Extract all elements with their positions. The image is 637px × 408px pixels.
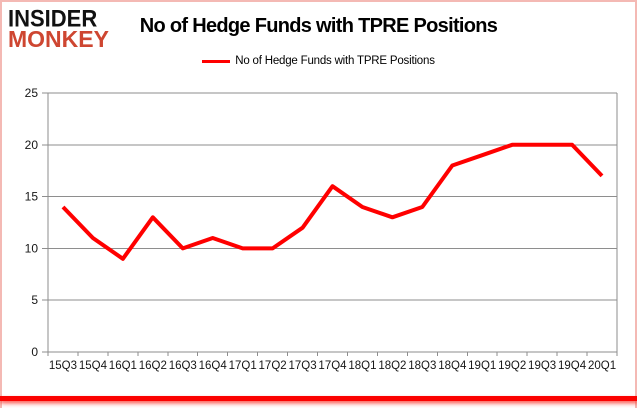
svg-text:0: 0 (31, 345, 38, 359)
svg-text:17Q4: 17Q4 (318, 360, 347, 372)
svg-text:16Q2: 16Q2 (139, 360, 167, 372)
svg-text:18Q2: 18Q2 (378, 360, 406, 372)
svg-text:19Q2: 19Q2 (498, 360, 526, 372)
svg-text:5: 5 (31, 293, 38, 307)
svg-text:17Q2: 17Q2 (259, 360, 287, 372)
svg-text:19Q3: 19Q3 (528, 360, 556, 372)
insider-monkey-logo: INSIDER MONKEY (8, 4, 109, 52)
svg-text:18Q1: 18Q1 (348, 360, 376, 372)
svg-text:18Q3: 18Q3 (408, 360, 436, 372)
svg-text:20: 20 (25, 138, 39, 152)
svg-text:15: 15 (25, 190, 39, 204)
chart-title: No of Hedge Funds with TPRE Positions (139, 15, 498, 37)
svg-text:19Q4: 19Q4 (558, 360, 587, 372)
logo-text-monkey: MONKEY (8, 26, 109, 52)
legend-line-swatch (202, 59, 231, 63)
svg-text:16Q3: 16Q3 (169, 360, 197, 372)
svg-text:18Q4: 18Q4 (438, 360, 467, 372)
svg-text:17Q3: 17Q3 (288, 360, 316, 372)
legend-label: No of Hedge Funds with TPRE Positions (235, 55, 435, 67)
legend: No of Hedge Funds with TPRE Positions (0, 55, 637, 67)
svg-text:25: 25 (25, 86, 39, 100)
svg-text:10: 10 (25, 241, 39, 255)
svg-text:15Q4: 15Q4 (79, 360, 108, 372)
card-bottom-accent (0, 396, 637, 401)
svg-text:16Q1: 16Q1 (109, 360, 137, 372)
svg-text:15Q3: 15Q3 (49, 360, 77, 372)
svg-text:19Q1: 19Q1 (468, 360, 496, 372)
svg-text:17Q1: 17Q1 (229, 360, 257, 372)
logo-text-insider: INSIDER (8, 4, 98, 32)
svg-text:16Q4: 16Q4 (199, 360, 228, 372)
svg-text:20Q1: 20Q1 (588, 360, 616, 372)
